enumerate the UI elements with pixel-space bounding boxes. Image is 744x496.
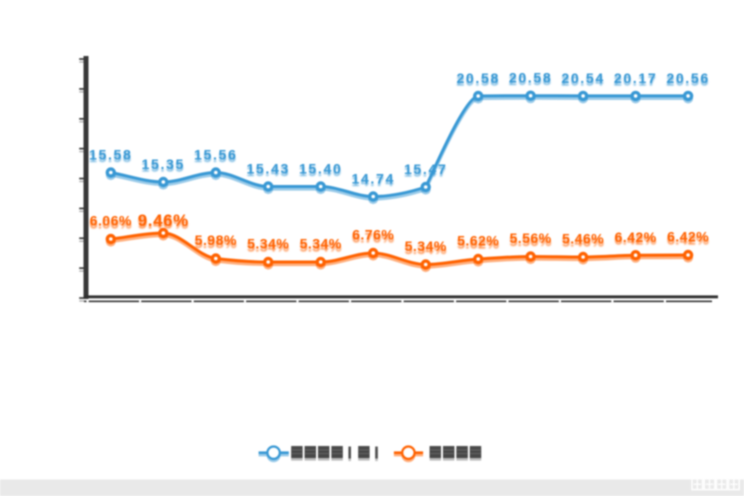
svg-text:5.34%: 5.34% — [300, 237, 342, 253]
svg-text:15.58: 15.58 — [89, 150, 133, 166]
svg-text:5.98%: 5.98% — [195, 236, 237, 252]
svg-text:5.34%: 5.34% — [405, 239, 447, 255]
svg-text:20.56: 20.56 — [666, 71, 710, 87]
svg-text:9.46%: 9.46% — [138, 211, 189, 230]
svg-text:6.06%: 6.06% — [90, 216, 132, 232]
svg-text:5.34%: 5.34% — [300, 239, 342, 255]
svg-text:14.74: 14.74 — [351, 171, 395, 187]
svg-text:20.17: 20.17 — [614, 73, 658, 89]
svg-text:5.46%: 5.46% — [562, 232, 604, 248]
svg-text:15.47: 15.47 — [404, 162, 448, 178]
svg-text:15.56: 15.56 — [194, 150, 238, 166]
svg-text:6.76%: 6.76% — [352, 230, 394, 246]
svg-text:20.58: 20.58 — [456, 71, 500, 87]
svg-text:6.06%: 6.06% — [90, 214, 132, 230]
svg-text:15.47: 15.47 — [404, 165, 448, 181]
svg-text:6.42%: 6.42% — [614, 233, 656, 249]
svg-text:15.56: 15.56 — [194, 147, 238, 163]
svg-text:5.62%: 5.62% — [457, 236, 499, 252]
svg-text:20.54: 20.54 — [561, 71, 605, 87]
svg-text:5.34%: 5.34% — [247, 237, 289, 253]
svg-text:5.56%: 5.56% — [509, 234, 551, 250]
svg-text:6.42%: 6.42% — [614, 230, 656, 246]
svg-text:9.46%: 9.46% — [138, 214, 189, 233]
svg-text:5.62%: 5.62% — [457, 234, 499, 250]
svg-text:20.58: 20.58 — [509, 71, 553, 87]
svg-text:6.42%: 6.42% — [667, 230, 709, 246]
svg-text:15.35: 15.35 — [142, 157, 186, 173]
svg-text:20.54: 20.54 — [561, 73, 605, 89]
svg-text:15.43: 15.43 — [246, 161, 290, 177]
svg-text:20.17: 20.17 — [614, 71, 658, 87]
svg-text:5.46%: 5.46% — [562, 234, 604, 250]
svg-text:15.40: 15.40 — [299, 161, 343, 177]
svg-text:6.42%: 6.42% — [667, 232, 709, 248]
svg-text:14.74: 14.74 — [351, 174, 395, 190]
svg-text:6.76%: 6.76% — [352, 228, 394, 244]
svg-text:15.43: 15.43 — [246, 164, 290, 180]
svg-text:15.35: 15.35 — [142, 160, 186, 176]
svg-text:20.58: 20.58 — [456, 74, 500, 90]
svg-text:5.34%: 5.34% — [247, 239, 289, 255]
svg-text:15.40: 15.40 — [299, 164, 343, 180]
svg-text:5.34%: 5.34% — [405, 242, 447, 258]
svg-text:15.58: 15.58 — [89, 147, 133, 163]
svg-text:20.58: 20.58 — [509, 73, 553, 89]
svg-text:20.56: 20.56 — [666, 73, 710, 89]
svg-text:5.98%: 5.98% — [195, 233, 237, 249]
svg-text:5.56%: 5.56% — [509, 231, 551, 247]
